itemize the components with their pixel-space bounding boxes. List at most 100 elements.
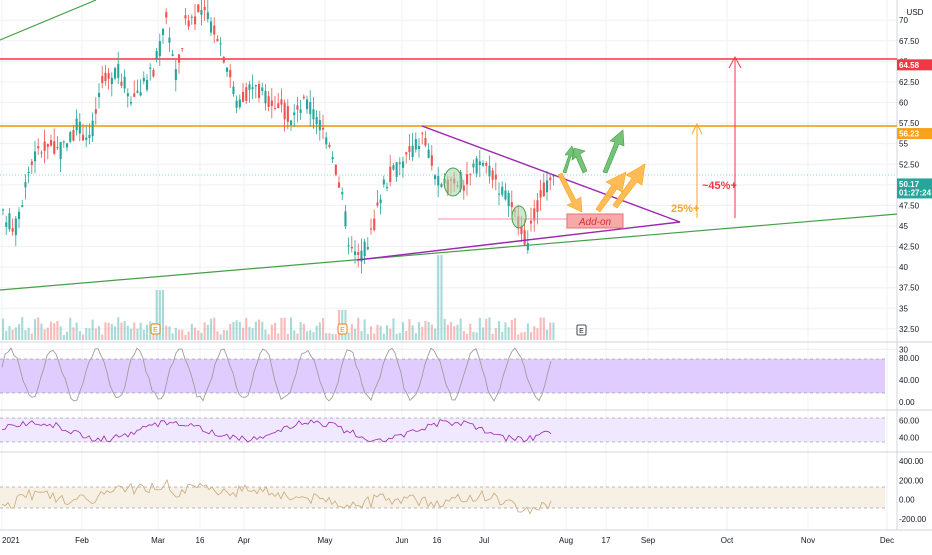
price-tag-countdown: 01:27:24 — [899, 188, 932, 197]
candle-body — [235, 100, 238, 108]
price-tick-13: 37.50 — [899, 284, 920, 293]
volume-bar — [165, 325, 168, 340]
volume-bar — [56, 320, 59, 340]
price-tick-16: 30 — [899, 345, 908, 354]
volume-bar — [434, 328, 437, 340]
volume-bar — [248, 326, 251, 340]
time-tick-8: Jul — [479, 536, 489, 545]
candle-body — [325, 137, 328, 145]
volume-bar — [30, 333, 33, 340]
candle-body — [168, 37, 171, 43]
candle-body — [494, 174, 497, 180]
volume-bar — [302, 323, 305, 340]
volume-bar — [267, 334, 270, 340]
volume-bar — [37, 317, 40, 340]
volume-bar — [72, 327, 75, 340]
volume-bar — [59, 326, 62, 340]
volume-bar — [200, 332, 203, 340]
candle-body — [430, 155, 433, 166]
candle-body — [485, 162, 488, 166]
volume-bar — [181, 329, 184, 340]
volume-bar — [120, 322, 123, 340]
volume-bar — [50, 321, 53, 340]
candle-body — [405, 152, 408, 155]
volume-bar — [501, 331, 504, 340]
volume-bar — [171, 333, 174, 340]
volume-bar — [232, 321, 235, 340]
candle-body — [14, 218, 17, 236]
volume-bar — [11, 329, 14, 340]
volume-bar — [418, 322, 421, 340]
candle-body — [56, 147, 59, 149]
volume-bar — [539, 317, 542, 340]
price-tick-5: 57.50 — [899, 119, 920, 128]
candle-body — [414, 139, 417, 150]
volume-bar — [526, 323, 529, 340]
candle-body — [8, 213, 11, 230]
volume-bar — [136, 328, 139, 340]
candle-body — [78, 121, 81, 134]
price-tag-2: 50.17 — [899, 180, 920, 189]
candle-body — [331, 157, 334, 160]
volume-bar — [382, 333, 385, 340]
svg-text:E: E — [153, 327, 158, 334]
candle-body — [139, 92, 142, 96]
price-tick-4: 60 — [899, 99, 908, 108]
volume-bar — [21, 317, 24, 340]
volume-bar — [402, 322, 405, 340]
volume-bar — [546, 329, 549, 340]
candle-body — [462, 185, 465, 191]
ind-stochastic-tick-1: 40.00 — [899, 376, 920, 385]
candle-body — [66, 143, 69, 148]
time-tick-14: Dec — [880, 536, 894, 545]
trendline-green-top — [0, 0, 97, 41]
volume-bar — [386, 325, 389, 340]
volume-bar — [251, 328, 254, 340]
volume-bar — [235, 320, 238, 340]
candle-body — [133, 93, 136, 97]
volume-bar — [517, 334, 520, 340]
ind-cci-tick-0: 400.00 — [899, 457, 924, 466]
candle-body — [126, 93, 129, 97]
candle-body — [427, 149, 430, 158]
volume-bar — [453, 326, 456, 340]
candle-body — [421, 132, 424, 134]
price-tick-6: 55 — [899, 140, 908, 149]
candle-body — [389, 166, 392, 183]
candles — [2, 0, 555, 274]
earnings-marker-1[interactable]: E — [150, 323, 161, 335]
ind-cci-tick-2: 0.00 — [899, 496, 915, 505]
candle-body — [88, 134, 91, 138]
volume-bar — [75, 322, 78, 340]
volume-bar — [229, 323, 232, 340]
volume-bar — [389, 328, 392, 340]
earnings-marker-upcoming[interactable]: E — [576, 324, 587, 336]
candle-body — [306, 99, 309, 110]
volume-bar — [293, 330, 296, 340]
candle-body — [507, 193, 510, 207]
candle-body — [395, 162, 398, 177]
volume-bar — [488, 317, 491, 340]
volume-bar — [146, 324, 149, 340]
ind-rsi-tick-1: 40.00 — [899, 433, 920, 442]
candle-body — [43, 141, 46, 151]
volume-bar — [104, 322, 107, 340]
candle-body — [424, 137, 427, 146]
earnings-marker-2[interactable]: E — [337, 323, 348, 335]
candle-body — [142, 77, 145, 82]
label-45pct: ~45%+ — [702, 180, 737, 192]
candle-body — [251, 87, 254, 90]
candle-body — [213, 25, 216, 35]
volume-bar — [421, 326, 424, 340]
candle-body — [267, 96, 270, 107]
candle-body — [552, 175, 555, 177]
volume-bar — [478, 317, 481, 340]
volume-bar — [178, 329, 181, 340]
volume-bar — [347, 332, 350, 340]
volume-bar — [376, 324, 379, 340]
candle-body — [162, 28, 165, 36]
candle-body — [478, 161, 481, 166]
candle-body — [472, 163, 475, 168]
volume-bar — [194, 327, 197, 340]
